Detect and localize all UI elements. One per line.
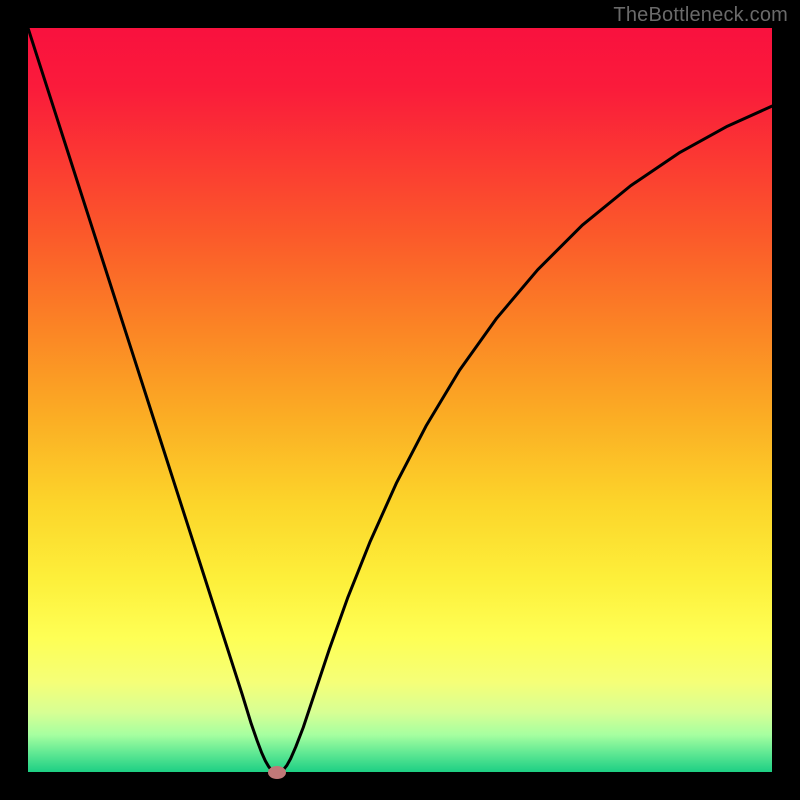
plot-area — [28, 28, 772, 772]
watermark-text: TheBottleneck.com — [613, 4, 788, 27]
curve-svg — [28, 28, 772, 772]
optimal-point-marker — [268, 766, 286, 779]
bottleneck-chart: TheBottleneck.com — [0, 0, 800, 800]
gradient-background — [28, 28, 772, 772]
